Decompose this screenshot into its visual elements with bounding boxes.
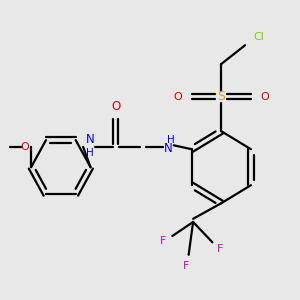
Text: F: F [217,244,223,254]
Text: N: N [85,134,94,146]
Text: F: F [160,236,167,246]
Text: H: H [86,148,94,158]
Text: Cl: Cl [253,32,264,42]
Text: N: N [164,142,173,155]
Text: O: O [21,142,29,152]
Text: F: F [182,261,189,271]
Text: S: S [217,90,225,103]
Text: O: O [174,92,183,102]
Text: O: O [111,100,120,113]
Text: H: H [167,135,175,145]
Text: O: O [260,92,269,102]
